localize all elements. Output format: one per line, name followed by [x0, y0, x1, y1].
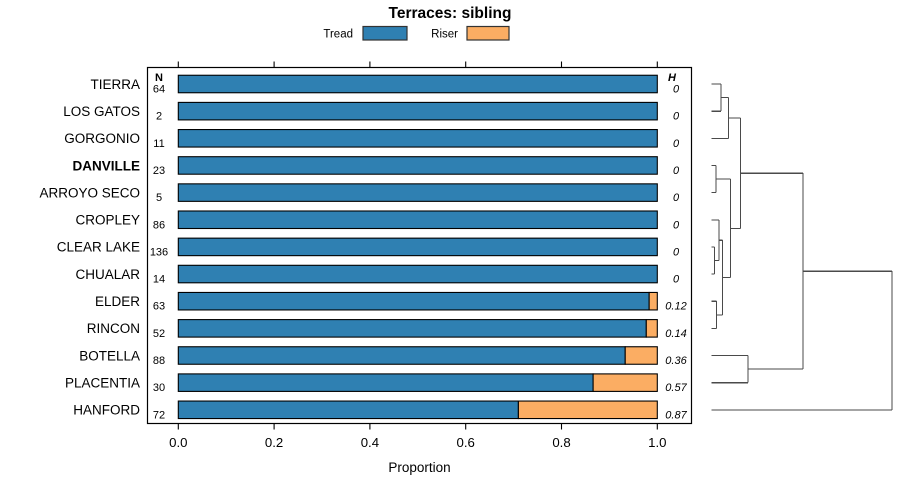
- bar-segment-riser: [645, 319, 658, 338]
- n-value: 23: [153, 165, 165, 177]
- row-label: LOS GATOS: [63, 104, 140, 119]
- row-label: PLACENTIA: [65, 375, 140, 390]
- h-value: 0: [673, 246, 680, 258]
- x-axis-tick-label: 0.8: [552, 435, 570, 450]
- h-value: 0: [673, 192, 680, 204]
- row-label: ELDER: [95, 294, 140, 309]
- bar-segment-tread: [177, 319, 647, 338]
- row-label: CHUALAR: [75, 267, 140, 282]
- bar-segment-tread: [177, 101, 658, 121]
- bar-segment-tread: [177, 74, 658, 94]
- n-value: 2: [156, 111, 162, 123]
- h-value: 0: [673, 274, 680, 286]
- bar-segment-tread: [177, 400, 519, 420]
- h-value: 0.36: [665, 355, 687, 367]
- h-value: 0.14: [665, 328, 686, 340]
- x-axis-tick-label: 0.4: [361, 435, 379, 450]
- n-value: 14: [153, 274, 165, 286]
- n-value: 30: [153, 382, 165, 394]
- bar-segment-tread: [177, 264, 658, 284]
- row-label: GORGONIO: [64, 131, 140, 146]
- h-value: 0.57: [665, 382, 687, 394]
- n-value: 86: [153, 219, 165, 231]
- bar-segment-tread: [177, 346, 626, 365]
- row-label: BOTELLA: [79, 348, 140, 363]
- h-value: 0: [673, 219, 680, 231]
- bar-segment-tread: [177, 129, 658, 148]
- h-value: 0.12: [665, 301, 686, 313]
- n-value: 88: [153, 355, 165, 367]
- h-value: 0: [673, 84, 680, 96]
- bar-segment-tread: [177, 291, 650, 311]
- h-value: 0: [673, 165, 680, 177]
- x-axis-tick-label: 0.2: [265, 435, 283, 450]
- bar-segment-riser: [592, 373, 658, 392]
- bar-segment-riser: [624, 346, 658, 365]
- n-value: 64: [153, 84, 165, 96]
- plot-frame: [146, 66, 693, 425]
- bar-segment-riser: [648, 291, 658, 311]
- row-label: ARROYO SECO: [39, 185, 140, 200]
- x-axis-tick-label: 1.0: [648, 435, 666, 450]
- n-value: 11: [153, 138, 164, 150]
- row-label: TIERRA: [90, 77, 140, 92]
- bar-segment-riser: [517, 400, 658, 420]
- chart-title: Terraces: sibling: [389, 5, 512, 22]
- bar-segment-tread: [177, 210, 658, 230]
- x-axis-tick-label: 0.0: [169, 435, 187, 450]
- n-value: 52: [153, 328, 165, 340]
- legend-swatch-tread: [362, 25, 408, 41]
- n-column-header: N: [155, 72, 163, 84]
- dendrogram: [711, 83, 893, 411]
- n-value: 63: [153, 301, 165, 313]
- bar-segment-tread: [177, 237, 658, 257]
- row-label: DANVILLE: [73, 158, 141, 173]
- legend-swatch-riser: [466, 25, 510, 41]
- n-value: 136: [150, 246, 168, 258]
- n-value: 72: [153, 409, 165, 421]
- bar-segment-tread: [177, 373, 594, 392]
- row-label: CROPLEY: [75, 213, 140, 228]
- bar-segment-tread: [177, 156, 658, 175]
- row-label: RINCON: [87, 321, 140, 336]
- row-label: CLEAR LAKE: [57, 240, 140, 255]
- n-value: 5: [156, 192, 162, 204]
- x-axis-title: Proportion: [388, 460, 450, 475]
- bar-segment-tread: [177, 183, 658, 202]
- h-column-header: H: [668, 72, 677, 84]
- x-axis-tick-label: 0.6: [457, 435, 475, 450]
- h-value: 0: [673, 111, 680, 123]
- h-value: 0: [673, 138, 680, 150]
- h-value: 0.87: [665, 409, 687, 421]
- legend-label: Riser: [431, 29, 458, 41]
- row-label: HANFORD: [73, 403, 140, 418]
- legend-label: Tread: [323, 29, 353, 41]
